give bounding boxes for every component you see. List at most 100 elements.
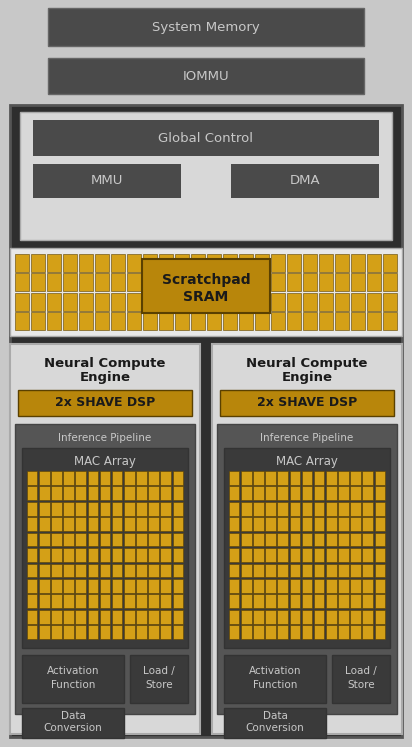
Bar [375, 610, 385, 624]
Text: Data: Data [61, 711, 85, 721]
Bar [75, 471, 86, 485]
Bar [290, 625, 300, 639]
Bar [350, 610, 361, 624]
Bar [112, 610, 122, 624]
Bar [367, 273, 381, 291]
Bar [265, 563, 276, 577]
Bar [224, 448, 390, 648]
Bar [27, 610, 37, 624]
Bar [136, 502, 147, 515]
Bar [124, 563, 135, 577]
Bar [124, 595, 135, 608]
Bar [302, 548, 312, 562]
Bar [223, 312, 237, 330]
Bar [100, 595, 110, 608]
Bar [47, 273, 61, 291]
Bar [314, 595, 324, 608]
Bar [207, 273, 221, 291]
Bar [290, 533, 300, 547]
Bar [100, 486, 110, 500]
Bar [277, 595, 288, 608]
Bar [173, 502, 183, 515]
Bar [335, 273, 349, 291]
Bar [265, 517, 276, 531]
Bar [253, 486, 264, 500]
Bar [241, 548, 251, 562]
Bar [338, 517, 349, 531]
Bar [31, 273, 45, 291]
Bar [148, 502, 159, 515]
Bar [229, 579, 239, 593]
Bar [112, 517, 122, 531]
Bar [39, 625, 49, 639]
Bar [335, 254, 349, 272]
Text: Load /: Load / [345, 666, 377, 676]
Bar [161, 563, 171, 577]
Bar [229, 502, 239, 515]
Bar [375, 625, 385, 639]
Bar [100, 517, 110, 531]
Bar [351, 293, 365, 311]
Bar [302, 563, 312, 577]
Bar [363, 486, 373, 500]
Bar [136, 517, 147, 531]
Bar [33, 164, 181, 198]
Bar [207, 312, 221, 330]
Bar [161, 548, 171, 562]
Text: Conversion: Conversion [44, 723, 102, 733]
Bar [161, 486, 171, 500]
Bar [63, 595, 74, 608]
Text: Store: Store [347, 680, 375, 690]
Bar [265, 486, 276, 500]
Bar [367, 254, 381, 272]
Bar [88, 486, 98, 500]
Bar [136, 595, 147, 608]
Bar [338, 579, 349, 593]
Text: Scratchpad: Scratchpad [162, 273, 250, 287]
Bar [124, 517, 135, 531]
Text: 2x SHAVE DSP: 2x SHAVE DSP [55, 397, 155, 409]
Text: Engine: Engine [80, 371, 131, 385]
Bar [253, 471, 264, 485]
Bar [136, 548, 147, 562]
Bar [303, 293, 317, 311]
Bar [48, 58, 364, 94]
Bar [148, 533, 159, 547]
Bar [255, 254, 269, 272]
Bar [351, 273, 365, 291]
Bar [375, 548, 385, 562]
Bar [136, 486, 147, 500]
Bar [111, 273, 125, 291]
Bar [148, 548, 159, 562]
Bar [39, 517, 49, 531]
Bar [161, 595, 171, 608]
Bar [63, 471, 74, 485]
Bar [95, 312, 109, 330]
Bar [63, 254, 77, 272]
Bar [375, 579, 385, 593]
Bar [51, 563, 62, 577]
Bar [124, 610, 135, 624]
Bar [375, 595, 385, 608]
Bar [111, 254, 125, 272]
Bar [223, 273, 237, 291]
Bar [159, 254, 173, 272]
Bar [223, 254, 237, 272]
Bar [161, 579, 171, 593]
Bar [31, 293, 45, 311]
Bar [63, 312, 77, 330]
Bar [302, 486, 312, 500]
Bar [88, 563, 98, 577]
Bar [207, 293, 221, 311]
Bar [112, 563, 122, 577]
Bar [277, 533, 288, 547]
Bar [287, 273, 301, 291]
Bar [287, 254, 301, 272]
Bar [173, 563, 183, 577]
Bar [88, 595, 98, 608]
Bar [63, 579, 74, 593]
Bar [363, 563, 373, 577]
Bar [136, 563, 147, 577]
Text: Data: Data [262, 711, 288, 721]
Bar [277, 517, 288, 531]
